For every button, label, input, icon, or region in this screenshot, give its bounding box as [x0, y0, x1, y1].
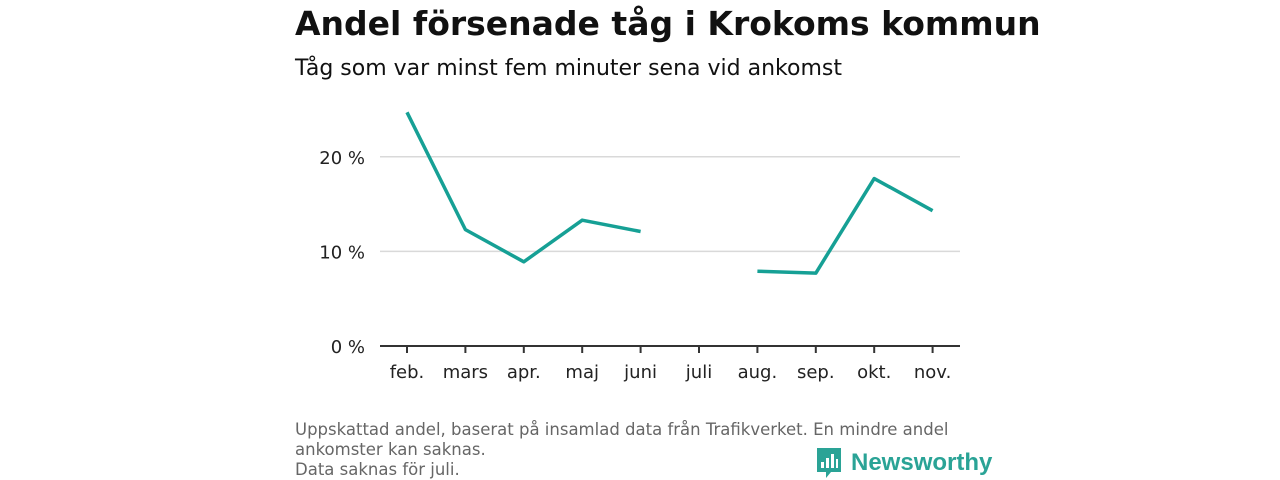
- line-chart: 0 % 10 % 20 % feb. mars apr. maj juni juli aug. s…: [319, 111, 960, 383]
- footnote-line-2: ankomster kan saknas.: [295, 440, 486, 459]
- x-tick-label: apr.: [507, 362, 541, 383]
- footnote-line-3: Data saknas för juli.: [295, 460, 460, 479]
- x-tick-label: juli: [685, 362, 712, 383]
- newsworthy-logo: Newsworthy: [815, 446, 992, 480]
- y-tick-label: 20 %: [319, 148, 365, 169]
- x-axis-ticks: feb. mars apr. maj juni juli aug. sep. okt. nov.: [390, 346, 951, 383]
- newsworthy-logo-text: Newsworthy: [851, 449, 993, 476]
- y-tick-label: 0 %: [331, 337, 365, 358]
- x-tick-label: juni: [623, 362, 657, 383]
- x-tick-label: feb.: [390, 362, 425, 383]
- chart-subtitle: Tåg som var minst fem minuter sena vid a…: [295, 56, 842, 81]
- x-tick-label: aug.: [738, 362, 778, 383]
- y-axis-ticks: 0 % 10 % 20 %: [319, 148, 365, 358]
- footnote: Uppskattad andel, baserat på insamlad da…: [295, 420, 995, 480]
- footnote-line-1: Uppskattad andel, baserat på insamlad da…: [295, 420, 949, 439]
- series-line-segment: [757, 176, 934, 275]
- x-tick-label: sep.: [797, 362, 835, 383]
- x-tick-label: okt.: [857, 362, 891, 383]
- x-tick-label: maj: [565, 362, 599, 383]
- chart-title: Andel försenade tåg i Krokoms kommun: [295, 4, 1041, 43]
- series-lines: [405, 111, 934, 275]
- x-tick-label: nov.: [914, 362, 951, 383]
- y-tick-label: 10 %: [319, 242, 365, 263]
- series-line-segment: [405, 111, 641, 264]
- gridlines: [380, 156, 960, 253]
- newsworthy-logo-icon: [817, 448, 841, 478]
- x-tick-label: mars: [443, 362, 488, 383]
